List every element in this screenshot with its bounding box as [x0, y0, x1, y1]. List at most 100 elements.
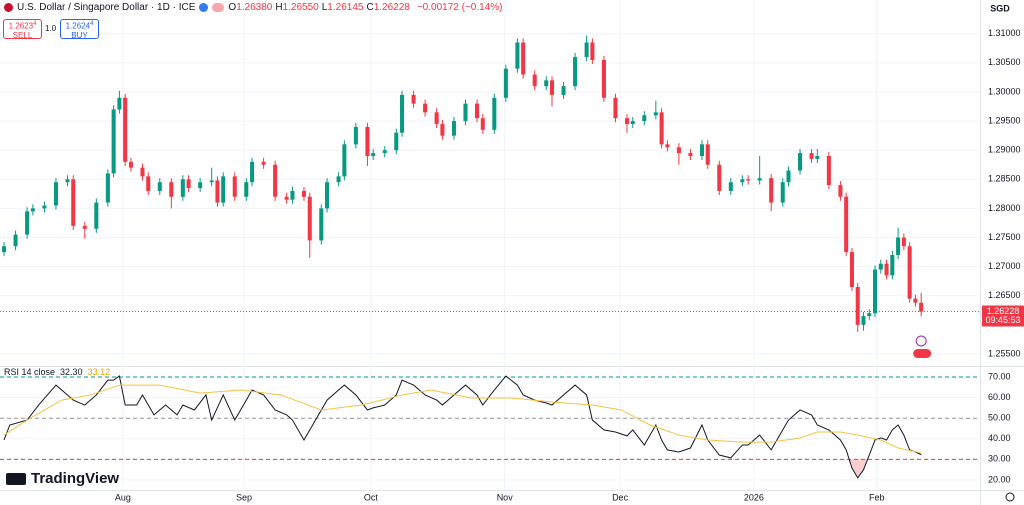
- candle-body: [642, 115, 647, 122]
- candle-body: [157, 182, 162, 191]
- candle-body: [584, 42, 589, 58]
- candle-body: [319, 208, 324, 241]
- y-tick-label: 20.00: [988, 474, 1011, 484]
- candle-body: [515, 42, 520, 69]
- candle-body: [624, 118, 630, 124]
- candle-body: [475, 103, 480, 119]
- candle-body: [53, 182, 58, 206]
- candle-body: [913, 298, 918, 303]
- candle-body: [180, 179, 185, 197]
- x-tick-label: Dec: [612, 492, 629, 502]
- candle-body: [198, 182, 203, 189]
- candle-body: [146, 176, 151, 191]
- candle-body: [186, 179, 191, 189]
- candle-body: [659, 112, 664, 145]
- y-tick-label: 1.28500: [988, 174, 1021, 184]
- y-tick-label: 1.29500: [988, 115, 1021, 125]
- rsi-ma-value: 33.12: [87, 367, 111, 377]
- y-tick-label: 60.00: [988, 392, 1011, 402]
- x-tick-label: Sep: [236, 492, 252, 502]
- price-tag-value: 1.26228: [987, 306, 1020, 316]
- candle-body: [82, 225, 87, 229]
- flag-icon: [4, 3, 13, 12]
- candle-body: [440, 123, 445, 136]
- candle-body: [71, 179, 76, 226]
- candle-body: [699, 144, 704, 157]
- event-icon: [915, 335, 927, 347]
- y-tick-label: 50.00: [988, 413, 1011, 423]
- sell-button[interactable]: 1.26234 SELL: [3, 19, 42, 40]
- ohlc-value: 1.26228: [373, 2, 410, 13]
- candle-body: [336, 176, 341, 183]
- candle-body: [480, 118, 485, 130]
- candle-body: [815, 156, 820, 159]
- candle-body: [919, 302, 924, 312]
- symbol-title: U.S. Dollar / Singapore Dollar · 1D · IC…: [17, 2, 196, 13]
- rsi-header: RSI 14 close 32.30 33.12: [4, 367, 110, 377]
- candle-body: [215, 180, 220, 203]
- candle-body: [123, 97, 128, 162]
- ohlc-key: H: [275, 2, 283, 13]
- y-tick-label: 1.29000: [988, 145, 1021, 155]
- candle-body: [301, 190, 306, 197]
- candle-body: [855, 286, 860, 325]
- candle-body: [849, 252, 854, 287]
- candle-body: [746, 179, 751, 181]
- y-tick-label: 40.00: [988, 433, 1011, 443]
- candle-body: [117, 97, 122, 110]
- candle-body: [394, 132, 399, 151]
- candle-body: [549, 80, 555, 95]
- candle-body: [907, 246, 912, 299]
- candle-body: [630, 121, 635, 124]
- y-tick-label: 1.27500: [988, 232, 1021, 242]
- rsi-line: [3, 384, 922, 454]
- candle-body: [844, 196, 849, 253]
- candle-body: [290, 190, 295, 200]
- candle-body: [13, 234, 18, 247]
- candle-body: [451, 121, 456, 136]
- candle-body: [838, 185, 843, 197]
- ohlc-value: 1.26380: [236, 2, 273, 13]
- buy-button[interactable]: 1.26244 BUY: [60, 19, 99, 40]
- candle-body: [353, 126, 358, 145]
- candle-body: [140, 167, 145, 177]
- candle-body: [371, 153, 376, 157]
- candle-body: [94, 202, 99, 229]
- settings-icon[interactable]: [1005, 492, 1015, 502]
- candle-body: [128, 161, 133, 168]
- ohlc-value: 1.26550: [282, 2, 319, 13]
- candle-body: [261, 161, 266, 165]
- ohlc-key: L: [321, 2, 328, 13]
- candle-body: [786, 170, 791, 183]
- candle-body: [873, 269, 878, 314]
- candle-body: [250, 161, 255, 183]
- candle-body: [209, 180, 214, 183]
- candle-body: [232, 176, 237, 197]
- candle-body: [665, 144, 670, 148]
- sell-price: 1.2623: [8, 21, 34, 31]
- candle-body: [544, 80, 549, 87]
- candle-body: [826, 156, 831, 186]
- candle-body: [30, 208, 35, 212]
- candle-body: [573, 57, 578, 87]
- oversold-fill: [4, 459, 922, 478]
- candle-body: [492, 97, 497, 130]
- candle-body: [861, 316, 866, 325]
- candle-body: [434, 112, 439, 124]
- candle-body: [65, 179, 70, 183]
- spread: 1.0: [45, 24, 57, 33]
- buy-sup: 4: [90, 21, 94, 27]
- rsi-value: 32.30: [60, 367, 83, 377]
- y-tick-label: 1.28000: [988, 203, 1021, 213]
- candle-body: [521, 42, 526, 75]
- candle-body: [896, 237, 901, 255]
- candle-body: [590, 42, 595, 60]
- candle-body: [400, 94, 405, 133]
- x-tick-label: 2026: [744, 492, 764, 502]
- ohlc-values: O1.26380 H1.26550 L1.26145 C1.26228: [228, 2, 412, 13]
- grid-layer: [0, 0, 980, 490]
- x-tick-label: Feb: [869, 492, 885, 502]
- y-tick-label: 1.25500: [988, 348, 1021, 358]
- symbol-header: U.S. Dollar / Singapore Dollar · 1D · IC…: [4, 2, 505, 13]
